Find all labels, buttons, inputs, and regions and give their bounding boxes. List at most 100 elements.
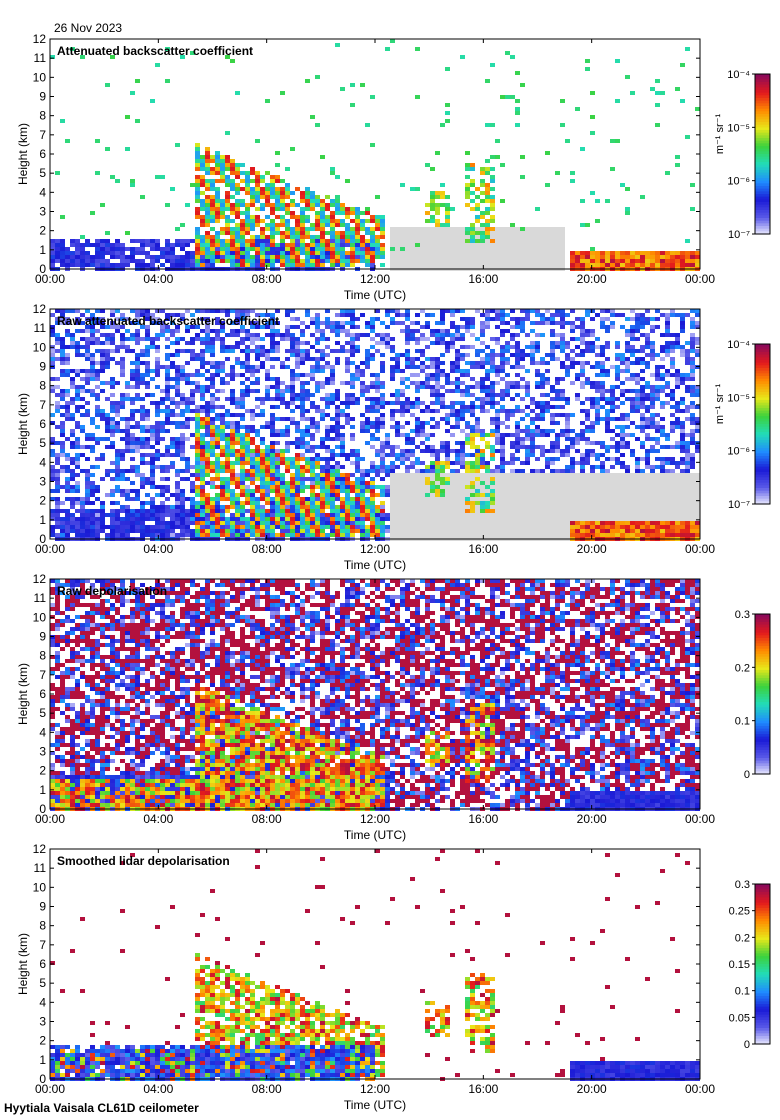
x-tick-label: 04:00: [143, 542, 173, 556]
y-axis-label: Height (km): [16, 123, 30, 185]
x-tick-label: 08:00: [252, 1082, 282, 1096]
y-tick-label: 3: [39, 205, 46, 219]
colorbar-tick-label: 0.25: [729, 906, 750, 918]
y-tick-label: 12: [33, 842, 47, 856]
colorbar-tick-label: 10⁻⁵: [727, 122, 750, 134]
x-tick-label: 12:00: [360, 1082, 390, 1096]
x-tick-label: 00:00: [685, 542, 715, 556]
y-tick-label: 9: [39, 360, 46, 374]
x-tick-label: 12:00: [360, 542, 390, 556]
colorbar-tick-label: 10⁻⁷: [728, 229, 750, 241]
y-tick-label: 10: [33, 70, 47, 84]
x-tick-label: 12:00: [360, 272, 390, 286]
colorbar-tick-label: 0.2: [735, 932, 750, 944]
colorbar-tick-label: 0.1: [735, 716, 750, 728]
y-tick-label: 4: [39, 725, 46, 739]
y-tick-label: 6: [39, 687, 46, 701]
x-tick-label: 20:00: [577, 542, 607, 556]
y-tick-label: 3: [39, 1015, 46, 1029]
y-tick-label: 10: [33, 610, 47, 624]
x-tick-label: 20:00: [577, 812, 607, 826]
x-tick-label: 08:00: [252, 272, 282, 286]
y-tick-label: 9: [39, 900, 46, 914]
colorbar-unit: m⁻¹ sr⁻¹: [714, 114, 726, 155]
y-tick-label: 11: [34, 861, 47, 875]
y-tick-label: 1: [39, 783, 46, 797]
x-tick-label: 00:00: [35, 1082, 65, 1096]
y-tick-label: 1: [39, 513, 46, 527]
y-tick-label: 12: [33, 32, 47, 46]
x-tick-label: 04:00: [143, 272, 173, 286]
x-axis-label: Time (UTC): [344, 1098, 406, 1112]
y-tick-label: 10: [33, 880, 47, 894]
colorbar-tick-label: 0: [744, 1039, 750, 1051]
x-tick-label: 20:00: [577, 1082, 607, 1096]
y-tick-label: 7: [39, 128, 46, 142]
x-tick-label: 16:00: [468, 542, 498, 556]
colorbar: 10⁻⁷10⁻⁶10⁻⁵10⁻⁴m⁻¹ sr⁻¹: [714, 339, 770, 511]
x-tick-label: 04:00: [143, 812, 173, 826]
x-tick-label: 00:00: [35, 812, 65, 826]
x-axis-label: Time (UTC): [344, 288, 406, 302]
y-tick-label: 4: [39, 995, 46, 1009]
x-axis-label: Time (UTC): [344, 558, 406, 572]
y-axis-label: Height (km): [16, 663, 30, 725]
colorbar-tick-label: 0.3: [735, 879, 750, 891]
y-tick-label: 7: [39, 668, 46, 682]
colorbar: 0 0.1 0.2 0.3: [735, 609, 770, 781]
y-tick-label: 4: [39, 455, 46, 469]
colorbar-tick-label: 0.05: [729, 1012, 750, 1024]
y-tick-label: 12: [33, 572, 47, 586]
colorbar-tick-label: 10⁻⁵: [727, 392, 750, 404]
x-tick-label: 16:00: [468, 272, 498, 286]
y-tick-label: 8: [39, 649, 46, 663]
x-tick-label: 08:00: [252, 812, 282, 826]
x-tick-label: 00:00: [685, 812, 715, 826]
x-tick-label: 12:00: [360, 812, 390, 826]
y-tick-label: 8: [39, 919, 46, 933]
heatmap-cells: [50, 579, 700, 811]
y-tick-label: 2: [39, 224, 46, 238]
y-tick-label: 6: [39, 417, 46, 431]
x-tick-label: 16:00: [468, 1082, 498, 1096]
panel-title: Raw attenuated backscatter coefficient: [57, 314, 279, 328]
y-tick-label: 2: [39, 1034, 46, 1048]
colorbar-tick-label: 0.3: [735, 609, 750, 621]
x-tick-label: 04:00: [143, 1082, 173, 1096]
y-tick-label: 3: [39, 475, 46, 489]
colorbar-tick-label: 10⁻⁷: [728, 499, 750, 511]
y-tick-label: 1: [39, 1053, 46, 1067]
y-tick-label: 7: [39, 938, 46, 952]
panel-title: Attenuated backscatter coefficient: [57, 44, 253, 58]
y-tick-label: 9: [39, 90, 46, 104]
y-tick-label: 11: [34, 321, 47, 335]
x-tick-label: 20:00: [577, 272, 607, 286]
y-tick-label: 3: [39, 745, 46, 759]
instrument-footer: Hyytiala Vaisala CL61D ceilometer: [4, 1101, 199, 1115]
x-axis-label: Time (UTC): [344, 828, 406, 842]
y-axis-label: Height (km): [16, 393, 30, 455]
y-tick-label: 5: [39, 706, 46, 720]
colorbar-tick-label: 0: [744, 769, 750, 781]
y-tick-label: 6: [39, 147, 46, 161]
colorbar-unit: m⁻¹ sr⁻¹: [714, 384, 726, 425]
colorbar: 00.050.10.150.20.250.3: [729, 879, 770, 1051]
colorbar-tick-label: 0.1: [735, 986, 750, 998]
colorbar-tick-label: 0.2: [735, 662, 750, 674]
x-tick-label: 08:00: [252, 542, 282, 556]
y-tick-label: 10: [33, 340, 47, 354]
x-tick-label: 16:00: [468, 812, 498, 826]
x-tick-label: 00:00: [35, 272, 65, 286]
panel-title: Smoothed lidar depolarisation: [57, 854, 230, 868]
x-tick-label: 00:00: [685, 1082, 715, 1096]
y-axis-label: Height (km): [16, 933, 30, 995]
y-tick-label: 5: [39, 166, 46, 180]
colorbar-tick-label: 10⁻⁶: [727, 446, 750, 458]
y-tick-label: 5: [39, 976, 46, 990]
y-tick-label: 1: [39, 243, 46, 257]
